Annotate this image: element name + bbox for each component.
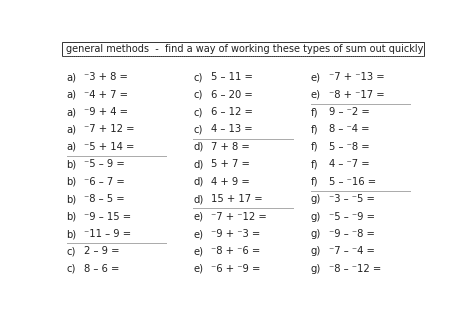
Text: g): g) bbox=[311, 264, 321, 274]
Text: 7 + 8 =: 7 + 8 = bbox=[211, 142, 250, 152]
Text: ⁻5 + 14 =: ⁻5 + 14 = bbox=[84, 142, 135, 152]
Text: g): g) bbox=[311, 212, 321, 222]
Text: ⁻4 + 7 =: ⁻4 + 7 = bbox=[84, 90, 128, 100]
Bar bbox=[62, 42, 424, 56]
Text: c): c) bbox=[193, 125, 203, 135]
Text: 15 + 17 =: 15 + 17 = bbox=[211, 194, 263, 204]
Text: 4 – 13 =: 4 – 13 = bbox=[211, 125, 253, 135]
Text: f): f) bbox=[311, 159, 319, 169]
Text: ⁻7 – ⁻4 =: ⁻7 – ⁻4 = bbox=[328, 246, 374, 256]
Text: f): f) bbox=[311, 142, 319, 152]
Text: 5 – ⁻16 =: 5 – ⁻16 = bbox=[328, 177, 375, 187]
Text: 6 – 12 =: 6 – 12 = bbox=[211, 107, 253, 117]
Text: c): c) bbox=[66, 264, 76, 274]
Text: b): b) bbox=[66, 159, 77, 169]
Text: ⁻8 + ⁻6 =: ⁻8 + ⁻6 = bbox=[211, 246, 260, 256]
Text: ⁻9 – 15 =: ⁻9 – 15 = bbox=[84, 212, 131, 222]
Text: c): c) bbox=[66, 246, 76, 256]
Text: e): e) bbox=[311, 90, 321, 100]
Text: 8 – 6 =: 8 – 6 = bbox=[84, 264, 119, 274]
Text: ⁻8 – ⁻12 =: ⁻8 – ⁻12 = bbox=[328, 264, 381, 274]
Text: e): e) bbox=[193, 212, 203, 222]
Text: ⁻7 + ⁻13 =: ⁻7 + ⁻13 = bbox=[328, 72, 384, 82]
Text: ⁻8 + ⁻17 =: ⁻8 + ⁻17 = bbox=[328, 90, 384, 100]
Text: f): f) bbox=[311, 177, 319, 187]
Text: c): c) bbox=[193, 107, 203, 117]
Text: ⁻5 – 9 =: ⁻5 – 9 = bbox=[84, 159, 125, 169]
Text: 2 – 9 =: 2 – 9 = bbox=[84, 246, 120, 256]
Text: a): a) bbox=[66, 72, 77, 82]
Text: ⁻6 + ⁻9 =: ⁻6 + ⁻9 = bbox=[211, 264, 260, 274]
Text: ⁻5 – ⁻9 =: ⁻5 – ⁻9 = bbox=[328, 212, 374, 222]
Text: 9 – ⁻2 =: 9 – ⁻2 = bbox=[328, 107, 369, 117]
Text: a): a) bbox=[66, 125, 77, 135]
Text: c): c) bbox=[193, 90, 203, 100]
Text: a): a) bbox=[66, 90, 77, 100]
Text: b): b) bbox=[66, 194, 77, 204]
Text: 5 + 7 =: 5 + 7 = bbox=[211, 159, 250, 169]
Text: g): g) bbox=[311, 194, 321, 204]
Text: d): d) bbox=[193, 142, 203, 152]
Text: a): a) bbox=[66, 107, 77, 117]
Text: ⁻9 + 4 =: ⁻9 + 4 = bbox=[84, 107, 128, 117]
Text: e): e) bbox=[193, 264, 203, 274]
Text: 8 – ⁻4 =: 8 – ⁻4 = bbox=[328, 125, 369, 135]
Text: ⁻3 – ⁻5 =: ⁻3 – ⁻5 = bbox=[328, 194, 374, 204]
Text: 4 – ⁻7 =: 4 – ⁻7 = bbox=[328, 159, 369, 169]
Text: e): e) bbox=[193, 246, 203, 256]
Text: ⁻3 + 8 =: ⁻3 + 8 = bbox=[84, 72, 128, 82]
Text: ⁻7 + 12 =: ⁻7 + 12 = bbox=[84, 125, 135, 135]
Text: e): e) bbox=[311, 72, 321, 82]
Text: ⁻8 – 5 =: ⁻8 – 5 = bbox=[84, 194, 125, 204]
Text: 4 + 9 =: 4 + 9 = bbox=[211, 177, 250, 187]
Text: g): g) bbox=[311, 229, 321, 239]
Text: g): g) bbox=[311, 246, 321, 256]
Text: ⁻6 – 7 =: ⁻6 – 7 = bbox=[84, 177, 125, 187]
Text: a): a) bbox=[66, 142, 77, 152]
Text: ⁻9 + ⁻3 =: ⁻9 + ⁻3 = bbox=[211, 229, 260, 239]
Text: ⁻11 – 9 =: ⁻11 – 9 = bbox=[84, 229, 131, 239]
Text: b): b) bbox=[66, 177, 77, 187]
Text: 5 – ⁻8 =: 5 – ⁻8 = bbox=[328, 142, 369, 152]
Text: general methods  -  find a way of working these types of sum out quickly: general methods - find a way of working … bbox=[66, 44, 423, 54]
Text: f): f) bbox=[311, 107, 319, 117]
Text: d): d) bbox=[193, 194, 203, 204]
Text: b): b) bbox=[66, 229, 77, 239]
Text: 5 – 11 =: 5 – 11 = bbox=[211, 72, 253, 82]
Text: b): b) bbox=[66, 212, 77, 222]
Text: d): d) bbox=[193, 159, 203, 169]
Text: e): e) bbox=[193, 229, 203, 239]
Text: c): c) bbox=[193, 72, 203, 82]
Text: ⁻9 – ⁻8 =: ⁻9 – ⁻8 = bbox=[328, 229, 374, 239]
Text: 6 – 20 =: 6 – 20 = bbox=[211, 90, 253, 100]
Text: d): d) bbox=[193, 177, 203, 187]
Text: ⁻7 + ⁻12 =: ⁻7 + ⁻12 = bbox=[211, 212, 267, 222]
Text: f): f) bbox=[311, 125, 319, 135]
